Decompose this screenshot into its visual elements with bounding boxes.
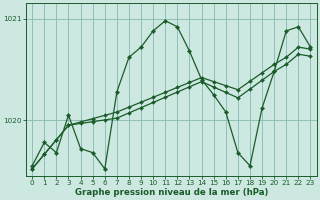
X-axis label: Graphe pression niveau de la mer (hPa): Graphe pression niveau de la mer (hPa) — [75, 188, 268, 197]
